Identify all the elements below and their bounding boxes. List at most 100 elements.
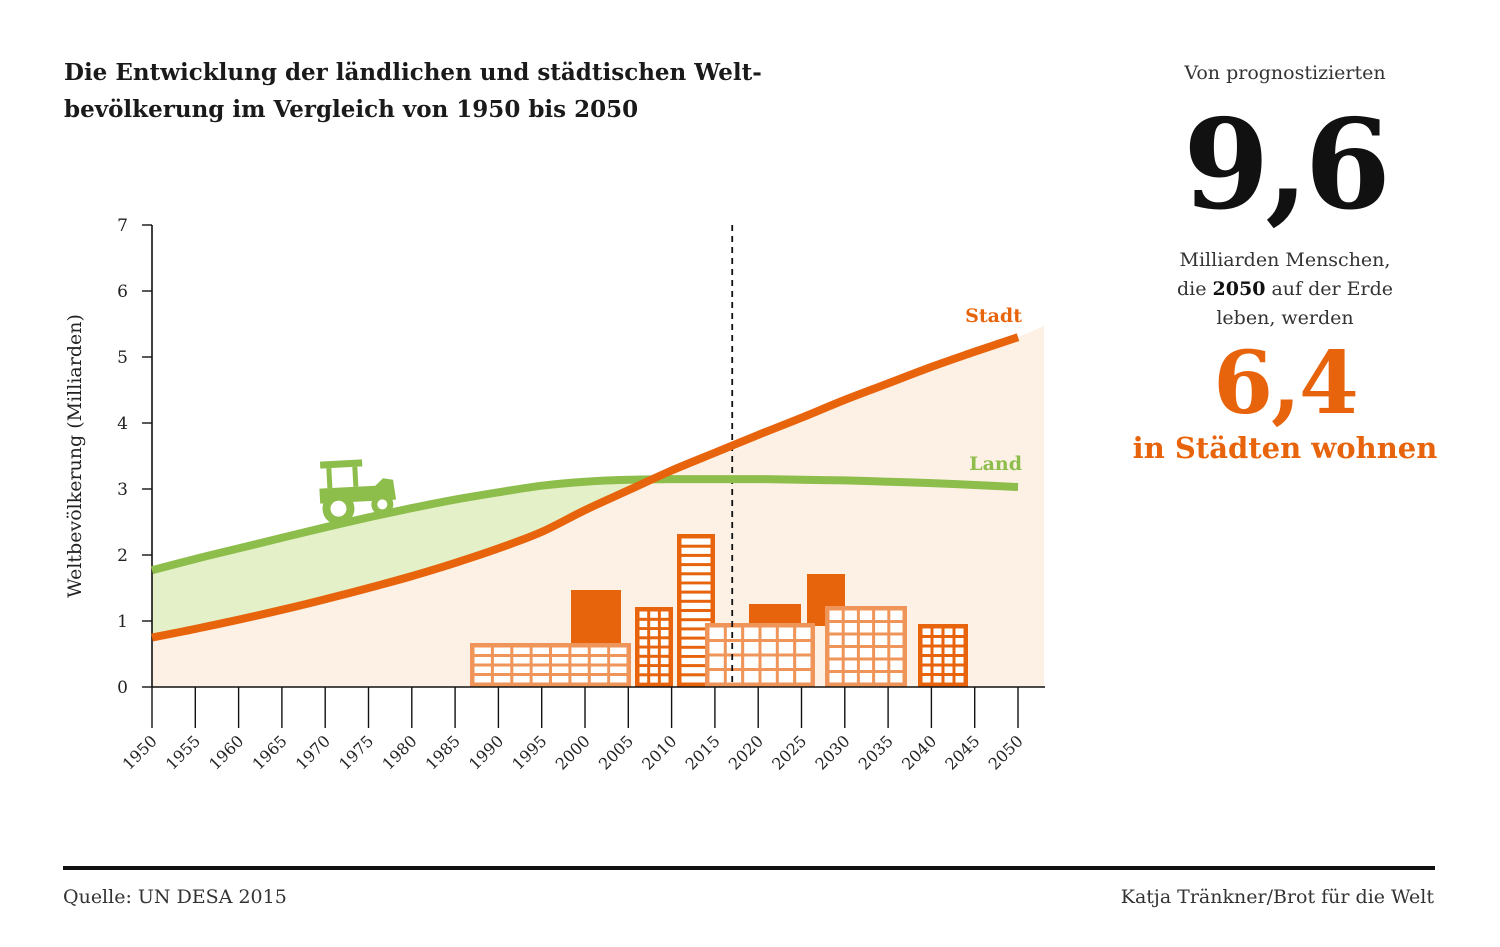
y-tick-label: 6 (117, 282, 128, 302)
series-label-stadt: Stadt (965, 305, 1022, 327)
building-window (933, 628, 942, 635)
building-window (955, 638, 964, 645)
building-window (844, 635, 857, 645)
building-window (552, 676, 569, 683)
desc-post: auf der Erde (1265, 278, 1393, 300)
x-tick-label: 1975 (335, 731, 377, 773)
building-window (944, 657, 953, 664)
summary-lead: Von prognostizierten (1184, 62, 1386, 84)
building-window (922, 647, 931, 654)
x-tick-label: 2035 (855, 731, 897, 773)
building-window (829, 623, 842, 633)
building-window (660, 657, 669, 665)
building-window (513, 676, 530, 683)
building-window (726, 671, 742, 683)
y-tick-label: 5 (117, 348, 128, 368)
building-window (681, 612, 711, 619)
building-window (571, 676, 588, 683)
y-tick-label: 7 (117, 216, 128, 236)
building-window (681, 676, 711, 683)
building-window (796, 627, 811, 639)
chart-title: Die Entwicklung der ländlichen und städt… (64, 54, 784, 128)
building-window (933, 676, 942, 683)
tractor-roof (319, 459, 363, 469)
building-window (944, 676, 953, 683)
summary-desc-line-2: die 2050 auf der Erde (1110, 275, 1460, 304)
building-window (744, 627, 759, 639)
building-window (610, 676, 627, 683)
building-window (590, 657, 608, 664)
building-window (844, 673, 857, 683)
building-window (660, 639, 669, 646)
building-window (796, 642, 811, 654)
building-window (709, 671, 724, 683)
y-tick-label: 2 (117, 546, 128, 566)
building-window (493, 657, 511, 664)
building-window (474, 657, 491, 664)
x-tick-label: 2010 (638, 731, 680, 773)
rural-fill-band (152, 470, 672, 638)
building-window (681, 667, 711, 674)
building-window (761, 656, 776, 668)
city-skyline-icon (470, 534, 968, 687)
building-window (660, 620, 669, 628)
building-window (681, 621, 711, 628)
building-window (660, 667, 669, 674)
building-window (681, 630, 711, 637)
building-window (681, 639, 711, 646)
building-window (859, 635, 873, 645)
building-window (890, 673, 903, 683)
y-axis-label: Weltbevölkerung (Milliarden) (64, 314, 86, 598)
building-window (610, 657, 627, 664)
building-window (681, 657, 711, 665)
series-lines (150, 333, 1020, 642)
building-window (639, 676, 648, 683)
building-window (890, 648, 903, 658)
building-window (796, 656, 811, 668)
building-window (890, 623, 903, 633)
building-window (922, 676, 931, 683)
desc-year: 2050 (1212, 278, 1266, 300)
building-window (709, 627, 724, 639)
building-window (590, 647, 608, 654)
building-window (552, 666, 569, 673)
building-window (933, 638, 942, 645)
building-window (532, 676, 549, 683)
building-window (681, 584, 711, 591)
building-window (571, 666, 588, 673)
building-window (493, 676, 511, 683)
series-land-line (150, 475, 1019, 575)
building-window (532, 666, 549, 673)
building-window (639, 611, 648, 618)
building-window (955, 628, 964, 635)
x-tick-label: 2020 (725, 731, 767, 773)
summary-description: Milliarden Menschen, die 2050 auf der Er… (1110, 246, 1460, 333)
building-window (474, 666, 491, 673)
building-window (532, 657, 549, 664)
y-tick-label: 3 (117, 480, 128, 500)
building-window (493, 666, 511, 673)
building-window (660, 611, 669, 618)
building-window (474, 647, 491, 654)
tractor-icon (319, 459, 397, 525)
tractor-post (326, 467, 333, 489)
summary-desc-line-1: Milliarden Menschen, (1179, 249, 1391, 271)
building-window (639, 620, 648, 628)
building-window (660, 648, 669, 655)
building-window (778, 642, 794, 654)
building-window (610, 666, 627, 673)
building-window (639, 667, 648, 674)
building-window (474, 676, 491, 683)
y-tick-label: 4 (117, 414, 128, 434)
y-tick-label: 0 (117, 678, 128, 698)
building-window (933, 647, 942, 654)
series-stadt-line (151, 333, 1020, 642)
building-window (660, 630, 669, 637)
x-tick-label: 2000 (552, 731, 594, 773)
building-window (532, 647, 549, 654)
building-window (681, 593, 711, 600)
desc-pre: die (1177, 278, 1213, 300)
building-window (890, 610, 903, 620)
building-window (875, 648, 888, 658)
x-tick-label: 2025 (768, 731, 810, 773)
